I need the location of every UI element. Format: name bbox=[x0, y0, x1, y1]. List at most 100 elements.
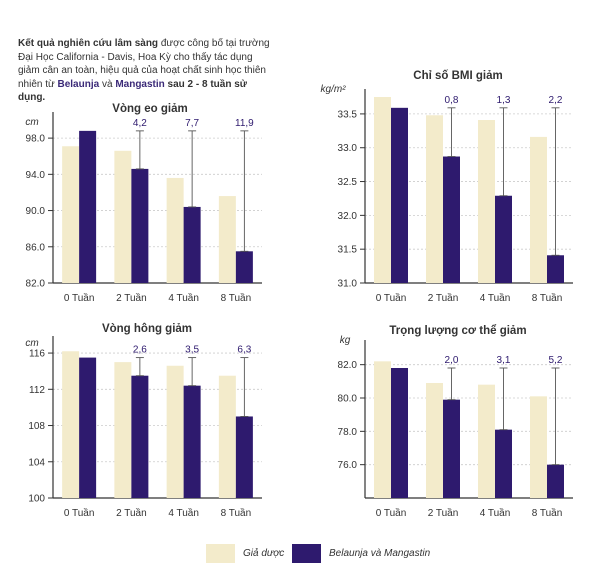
bar-treatment bbox=[183, 206, 201, 283]
y-tick-label: 80.0 bbox=[338, 394, 358, 405]
y-tick-label: 33.0 bbox=[338, 143, 358, 154]
y-tick-label: 32.5 bbox=[338, 177, 358, 188]
chart-title: Trọng lượng cơ thể giảm bbox=[389, 325, 526, 337]
bar-placebo bbox=[62, 146, 80, 283]
bar-placebo bbox=[114, 362, 132, 498]
chart-title: Vòng eo giảm bbox=[112, 103, 187, 115]
bar-placebo bbox=[166, 365, 184, 498]
bar-treatment bbox=[79, 357, 97, 498]
bar-treatment bbox=[547, 255, 564, 283]
reduction-label: 1,3 bbox=[497, 95, 511, 106]
reduction-label: 4,2 bbox=[133, 118, 147, 129]
bar-placebo bbox=[426, 115, 443, 284]
bar-treatment bbox=[391, 107, 408, 283]
y-tick-label: 32.0 bbox=[338, 211, 358, 222]
chart-title: Vòng hông giảm bbox=[102, 323, 192, 335]
y-unit-label: kg/m² bbox=[321, 84, 347, 95]
chart-title: Chỉ số BMI giảm bbox=[413, 70, 502, 82]
chart-svg: Chỉ số BMI giảm kg/m² 33.5 33.0 32.5 32.0 31.5… bbox=[321, 70, 573, 304]
bar-placebo bbox=[218, 375, 236, 498]
legend-label-treatment: Belaunja và Mangastin bbox=[329, 548, 431, 559]
x-tick-label: 0 Tuần bbox=[64, 507, 95, 519]
x-tick-label: 8 Tuần bbox=[532, 292, 563, 304]
y-tick-label: 31.0 bbox=[338, 279, 358, 290]
reduction-label: 3,5 bbox=[185, 345, 199, 356]
legend-swatch-treatment bbox=[292, 544, 321, 563]
y-tick-label: 82.0 bbox=[26, 279, 46, 290]
bar-treatment bbox=[443, 399, 460, 498]
intro-part2: được công bố tại trường Đại Học Californ… bbox=[18, 38, 270, 90]
bar-treatment bbox=[495, 429, 512, 498]
legend-label-placebo: Giả dược bbox=[243, 548, 285, 559]
y-unit-label: cm bbox=[25, 117, 38, 128]
x-tick-label: 2 Tuần bbox=[116, 507, 147, 519]
x-tick-label: 4 Tuần bbox=[480, 507, 511, 519]
bar-treatment bbox=[495, 195, 512, 283]
bar-treatment bbox=[183, 385, 201, 498]
x-tick-label: 0 Tuần bbox=[376, 292, 407, 304]
bar-placebo bbox=[426, 383, 443, 498]
y-tick-label: 108 bbox=[28, 421, 45, 432]
bar-placebo bbox=[530, 136, 547, 283]
y-tick-label: 116 bbox=[29, 349, 45, 360]
y-tick-label: 78.0 bbox=[338, 427, 358, 438]
intro-bold: Kết quả nghiên cứu lâm sàng bbox=[18, 38, 159, 49]
reduction-label: 5,2 bbox=[549, 355, 563, 366]
bar-placebo bbox=[530, 396, 547, 498]
bar-placebo bbox=[374, 361, 391, 498]
bar-treatment bbox=[131, 168, 149, 283]
bar-treatment bbox=[443, 156, 460, 283]
legend: Giả dược Belaunja và Mangastin bbox=[206, 544, 586, 568]
y-tick-label: 76.0 bbox=[338, 460, 358, 471]
reduction-label: 2,6 bbox=[133, 345, 147, 356]
reduction-label: 0,8 bbox=[445, 95, 459, 106]
y-tick-label: 112 bbox=[29, 385, 45, 396]
chart-trong-luong: Trọng lượng cơ thể giảm kg 82.0 80.0 78.0 76.… bbox=[303, 318, 607, 523]
intro-part4: sau 2 - 8 tuần sử dụng. bbox=[18, 78, 248, 104]
reduction-label: 3,1 bbox=[497, 355, 511, 366]
bar-treatment bbox=[235, 251, 253, 283]
x-tick-label: 0 Tuần bbox=[64, 292, 95, 304]
bar-placebo bbox=[374, 97, 391, 283]
x-tick-label: 4 Tuần bbox=[168, 292, 199, 304]
x-tick-label: 2 Tuần bbox=[116, 292, 147, 304]
legend-item-placebo: Giả dược bbox=[206, 544, 284, 563]
y-tick-label: 100 bbox=[28, 494, 45, 505]
y-tick-label: 94.0 bbox=[26, 170, 46, 181]
x-tick-label: 4 Tuần bbox=[480, 292, 511, 304]
x-tick-label: 2 Tuần bbox=[428, 507, 459, 519]
y-tick-label: 31.5 bbox=[338, 245, 358, 256]
bar-placebo bbox=[218, 196, 236, 283]
x-tick-label: 8 Tuần bbox=[221, 292, 252, 304]
intro-text: Kết quả nghiên cứu lâm sàng được công bố… bbox=[18, 37, 270, 105]
bar-treatment bbox=[547, 464, 564, 498]
bar-treatment bbox=[391, 368, 408, 498]
x-tick-label: 8 Tuần bbox=[221, 507, 252, 519]
y-tick-label: 90.0 bbox=[26, 206, 46, 217]
chart-vong-hong: Vòng hông giảm cm 116 112 108 104 100 0 Tuần 2 T… bbox=[0, 318, 300, 523]
chart-svg: Trọng lượng cơ thể giảm kg 82.0 80.0 78.0 76.… bbox=[338, 325, 573, 519]
bar-treatment bbox=[235, 416, 253, 498]
y-tick-label: 82.0 bbox=[338, 360, 358, 371]
bar-placebo bbox=[166, 177, 184, 283]
chart-svg: Vòng eo giảm cm 98.0 94.0 90.0 86.0 82.0 0 Tuần… bbox=[25, 103, 262, 304]
bar-placebo bbox=[62, 351, 80, 498]
bar-placebo bbox=[478, 119, 495, 283]
x-tick-label: 4 Tuần bbox=[168, 507, 199, 519]
y-tick-label: 104 bbox=[28, 457, 45, 468]
legend-item-treatment: Belaunja và Mangastin bbox=[292, 544, 430, 563]
bar-treatment bbox=[131, 375, 149, 498]
x-tick-label: 8 Tuần bbox=[532, 507, 563, 519]
reduction-label: 11,9 bbox=[235, 118, 254, 129]
intro-brand-mangastin: Mangastin bbox=[115, 78, 165, 90]
y-tick-label: 86.0 bbox=[26, 242, 46, 253]
bar-placebo bbox=[114, 150, 132, 283]
bar-treatment bbox=[79, 130, 97, 283]
legend-swatch-placebo bbox=[206, 544, 235, 563]
reduction-label: 7,7 bbox=[185, 118, 199, 129]
bar-placebo bbox=[478, 384, 495, 498]
reduction-label: 2,0 bbox=[445, 355, 459, 366]
reduction-label: 2,2 bbox=[549, 95, 563, 106]
y-tick-label: 33.5 bbox=[338, 109, 358, 120]
